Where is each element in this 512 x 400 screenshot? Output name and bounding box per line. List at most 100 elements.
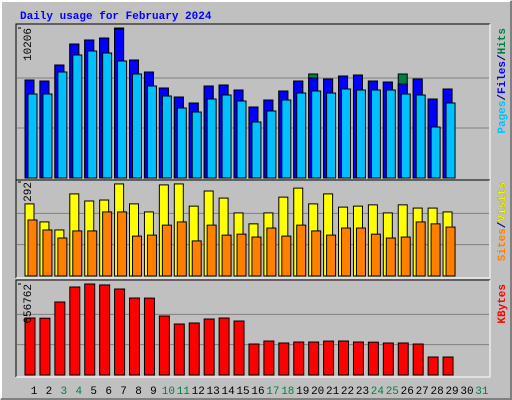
bar (84, 283, 96, 376)
bar (445, 226, 456, 277)
bar (355, 89, 366, 179)
bar (146, 85, 157, 179)
bar (176, 107, 187, 179)
bar (263, 340, 275, 376)
bar (221, 234, 232, 277)
bar (400, 93, 411, 179)
x-tick-label: 19 (296, 386, 309, 398)
y-tick-label: 656762 (23, 284, 35, 324)
x-tick-label: 23 (356, 386, 369, 398)
x-tick-label: 18 (281, 386, 294, 398)
x-tick-label: 31 (475, 386, 489, 398)
bar (382, 342, 394, 376)
bar (296, 224, 307, 277)
bar (397, 342, 409, 376)
bar (143, 297, 155, 376)
x-tick-label: 26 (401, 386, 414, 398)
bar (326, 92, 337, 179)
bar (445, 102, 456, 179)
bar (338, 340, 350, 376)
bar (176, 221, 187, 277)
x-tick-label: 13 (207, 386, 220, 398)
bar (42, 229, 53, 277)
bar (27, 93, 38, 179)
y-tick-label: 292 (23, 182, 35, 202)
x-tick-label: 10 (162, 386, 175, 398)
bar (146, 234, 157, 277)
bar (27, 219, 38, 277)
x-tick-label: 29 (445, 386, 458, 398)
x-tick-label: 4 (75, 386, 82, 398)
bar (415, 94, 426, 179)
x-tick-label: 11 (177, 386, 191, 398)
bar (173, 323, 185, 376)
bar (102, 52, 113, 179)
bar (281, 99, 292, 179)
bar (161, 95, 172, 179)
bar (203, 318, 215, 376)
bar (69, 286, 81, 376)
x-tick-label: 25 (386, 386, 399, 398)
bar (311, 230, 322, 277)
bar (114, 288, 126, 376)
bar (251, 236, 262, 277)
x-tick-label: 14 (221, 386, 235, 398)
x-tick-label: 15 (236, 386, 249, 398)
legend-entry: KBytes (497, 284, 509, 324)
bar (251, 121, 262, 179)
bar (370, 89, 381, 179)
bar (99, 284, 111, 376)
bar (236, 100, 247, 179)
x-tick-label: 3 (61, 386, 68, 398)
panel-border-dark (15, 23, 490, 180)
bar (191, 111, 202, 179)
bar (266, 227, 277, 277)
bar (385, 89, 396, 179)
bar (129, 297, 141, 376)
x-tick-label: 27 (416, 386, 429, 398)
bar (132, 73, 143, 179)
bar (367, 341, 379, 376)
bar (296, 92, 307, 179)
bar (233, 320, 245, 376)
x-tick-label: 5 (90, 386, 97, 398)
bar (236, 233, 247, 277)
bar (102, 211, 113, 277)
x-tick-label: 21 (326, 386, 340, 398)
panel-border-dark (15, 279, 490, 377)
legend-entry: Pages (497, 101, 509, 134)
bar (188, 322, 200, 376)
x-tick-label: 1 (31, 386, 38, 398)
bar (430, 126, 441, 179)
x-tick-label: 12 (192, 386, 205, 398)
legend: Pages/Files/Hits (497, 28, 509, 134)
x-tick-label: 16 (251, 386, 264, 398)
bar (355, 227, 366, 277)
panel-border-light (16, 180, 491, 279)
bar (132, 235, 143, 277)
legend-entry: Files (497, 61, 509, 94)
x-tick-label: 17 (266, 386, 279, 398)
bar (72, 230, 83, 277)
bar (326, 234, 337, 277)
bar (221, 94, 232, 179)
bar (191, 240, 202, 277)
bar (352, 341, 364, 376)
x-tick-label: 8 (135, 386, 142, 398)
legend-separator: / (497, 54, 509, 61)
legend: KBytes (497, 284, 509, 324)
x-tick-label: 20 (311, 386, 324, 398)
legend-separator: / (497, 221, 509, 228)
x-tick-label: 28 (431, 386, 444, 398)
bar (370, 233, 381, 277)
x-tick-label: 9 (150, 386, 157, 398)
x-tick-label: 7 (120, 386, 127, 398)
x-tick-label: 22 (341, 386, 354, 398)
bar (39, 317, 51, 376)
bar (248, 343, 260, 376)
chart-title: Daily usage for February 2024 (20, 11, 212, 23)
panel-border-dark (15, 179, 490, 278)
panel-border-light (16, 280, 491, 378)
